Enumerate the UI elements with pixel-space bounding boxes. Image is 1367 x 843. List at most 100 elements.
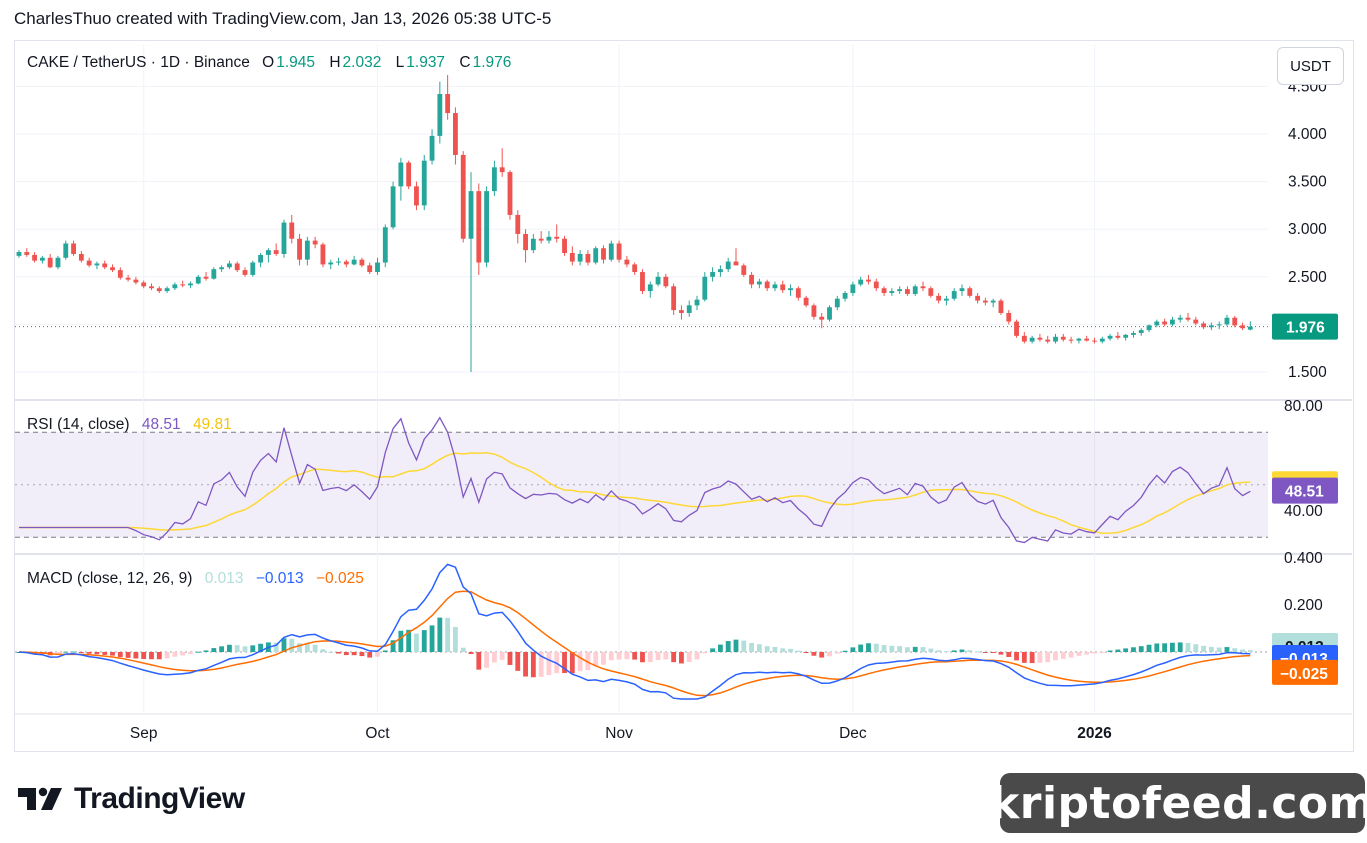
candle <box>1092 337 1097 344</box>
candle <box>959 284 965 296</box>
macd-histogram-bar <box>585 652 591 671</box>
candle-body <box>406 162 412 187</box>
candle-body <box>975 295 980 301</box>
candle-body <box>1216 324 1222 326</box>
macd-histogram-bar <box>172 652 178 657</box>
candle <box>375 257 380 275</box>
price-tick-label: 3.500 <box>1288 174 1327 191</box>
candle-body <box>86 260 92 266</box>
macd-histogram-bar <box>297 643 302 652</box>
macd-histogram-bar <box>936 650 942 652</box>
macd-histogram-bar <box>320 649 326 652</box>
rsi-tag-label: 48.51 <box>1285 484 1324 501</box>
candle <box>733 248 739 266</box>
rsi-tag <box>1272 477 1338 504</box>
macd-histogram-bar <box>928 648 934 652</box>
currency-button[interactable]: USDT <box>1277 47 1344 85</box>
candle <box>445 74 451 120</box>
candle-body <box>827 307 832 320</box>
candle <box>640 269 645 294</box>
candle-body <box>351 259 357 265</box>
candle <box>406 160 412 190</box>
candle <box>624 255 630 268</box>
kriptofeed-watermark: kriptofeed.com <box>990 773 1367 833</box>
candle-body <box>959 288 965 292</box>
macd-histogram-bar <box>577 652 583 672</box>
macd-histogram-bar <box>281 638 287 652</box>
rsi-ma-legend-value: 49.81 <box>192 416 232 433</box>
candle-body <box>616 243 622 260</box>
candle <box>460 151 466 243</box>
last-price-tag <box>1272 313 1338 340</box>
macd-histogram-bar <box>468 652 474 655</box>
candle-body <box>858 279 864 285</box>
candle <box>297 233 302 266</box>
candle <box>328 259 334 270</box>
macd-histogram-bar <box>1068 652 1074 658</box>
rsi-name[interactable]: RSI (14, close) <box>27 416 130 433</box>
candle-body <box>429 135 435 161</box>
macd-histogram-bar <box>1216 647 1222 652</box>
candle <box>172 282 178 291</box>
macd-histogram-bar <box>951 650 957 652</box>
candle-body <box>78 253 84 261</box>
candle-body <box>803 297 809 306</box>
candle <box>1138 328 1144 336</box>
macd-histogram-bar <box>491 652 497 663</box>
macd-histogram-bar <box>827 652 832 657</box>
macd-histogram-bar <box>546 652 552 676</box>
candle-body <box>920 286 926 289</box>
macd-histogram-bar <box>289 638 295 652</box>
candle <box>1162 318 1168 327</box>
candle <box>156 286 162 293</box>
low-label: L <box>395 54 405 71</box>
candle-body <box>484 191 490 263</box>
candle-body <box>180 284 186 286</box>
close-value: 1.976 <box>472 54 512 71</box>
candle <box>873 278 879 292</box>
macd-histogram-bar <box>834 652 840 654</box>
macd-histogram-bar <box>164 652 170 659</box>
macd-histogram-bar <box>842 650 848 652</box>
candle <box>850 281 856 296</box>
candle-body <box>203 276 209 279</box>
candle-body <box>998 300 1004 313</box>
candle <box>188 281 193 289</box>
macd-name[interactable]: MACD (close, 12, 26, 9) <box>27 570 193 587</box>
macd-histogram-bar <box>437 617 443 652</box>
candle-body <box>1123 334 1129 338</box>
candle <box>242 267 248 277</box>
macd-histogram-bar <box>795 650 801 652</box>
macd-histogram-bar <box>149 652 154 660</box>
candle <box>476 183 482 275</box>
symbol-label[interactable]: CAKE / TetherUS · 1D · Binance <box>27 54 250 71</box>
macd-histogram-bar <box>1201 645 1207 652</box>
candle-body <box>819 316 825 320</box>
macd-histogram-bar <box>772 646 778 652</box>
candle-body <box>671 286 677 311</box>
candle <box>702 272 708 302</box>
macd-histogram-bar <box>188 652 193 654</box>
macd-line-legend-value: −0.013 <box>255 570 304 587</box>
macd-histogram-bar <box>694 652 700 660</box>
candle-body <box>772 284 778 289</box>
candle <box>546 231 552 244</box>
macd-histogram-bar <box>1006 652 1012 657</box>
candle-body <box>601 248 606 260</box>
high-label: H <box>329 54 341 71</box>
candle <box>195 274 201 285</box>
candle-body <box>507 172 513 215</box>
candle <box>265 248 271 263</box>
candle <box>1169 316 1175 327</box>
tradingview-logo[interactable]: TradingView <box>18 782 245 816</box>
candle-body <box>546 236 552 241</box>
candle <box>1240 322 1245 331</box>
candle-body <box>1247 326 1253 330</box>
macd-histogram-bar <box>756 644 762 652</box>
candle-body <box>577 253 583 262</box>
macd-histogram-bar <box>624 652 630 660</box>
candle-body <box>725 261 731 270</box>
candle-body <box>1224 317 1230 325</box>
